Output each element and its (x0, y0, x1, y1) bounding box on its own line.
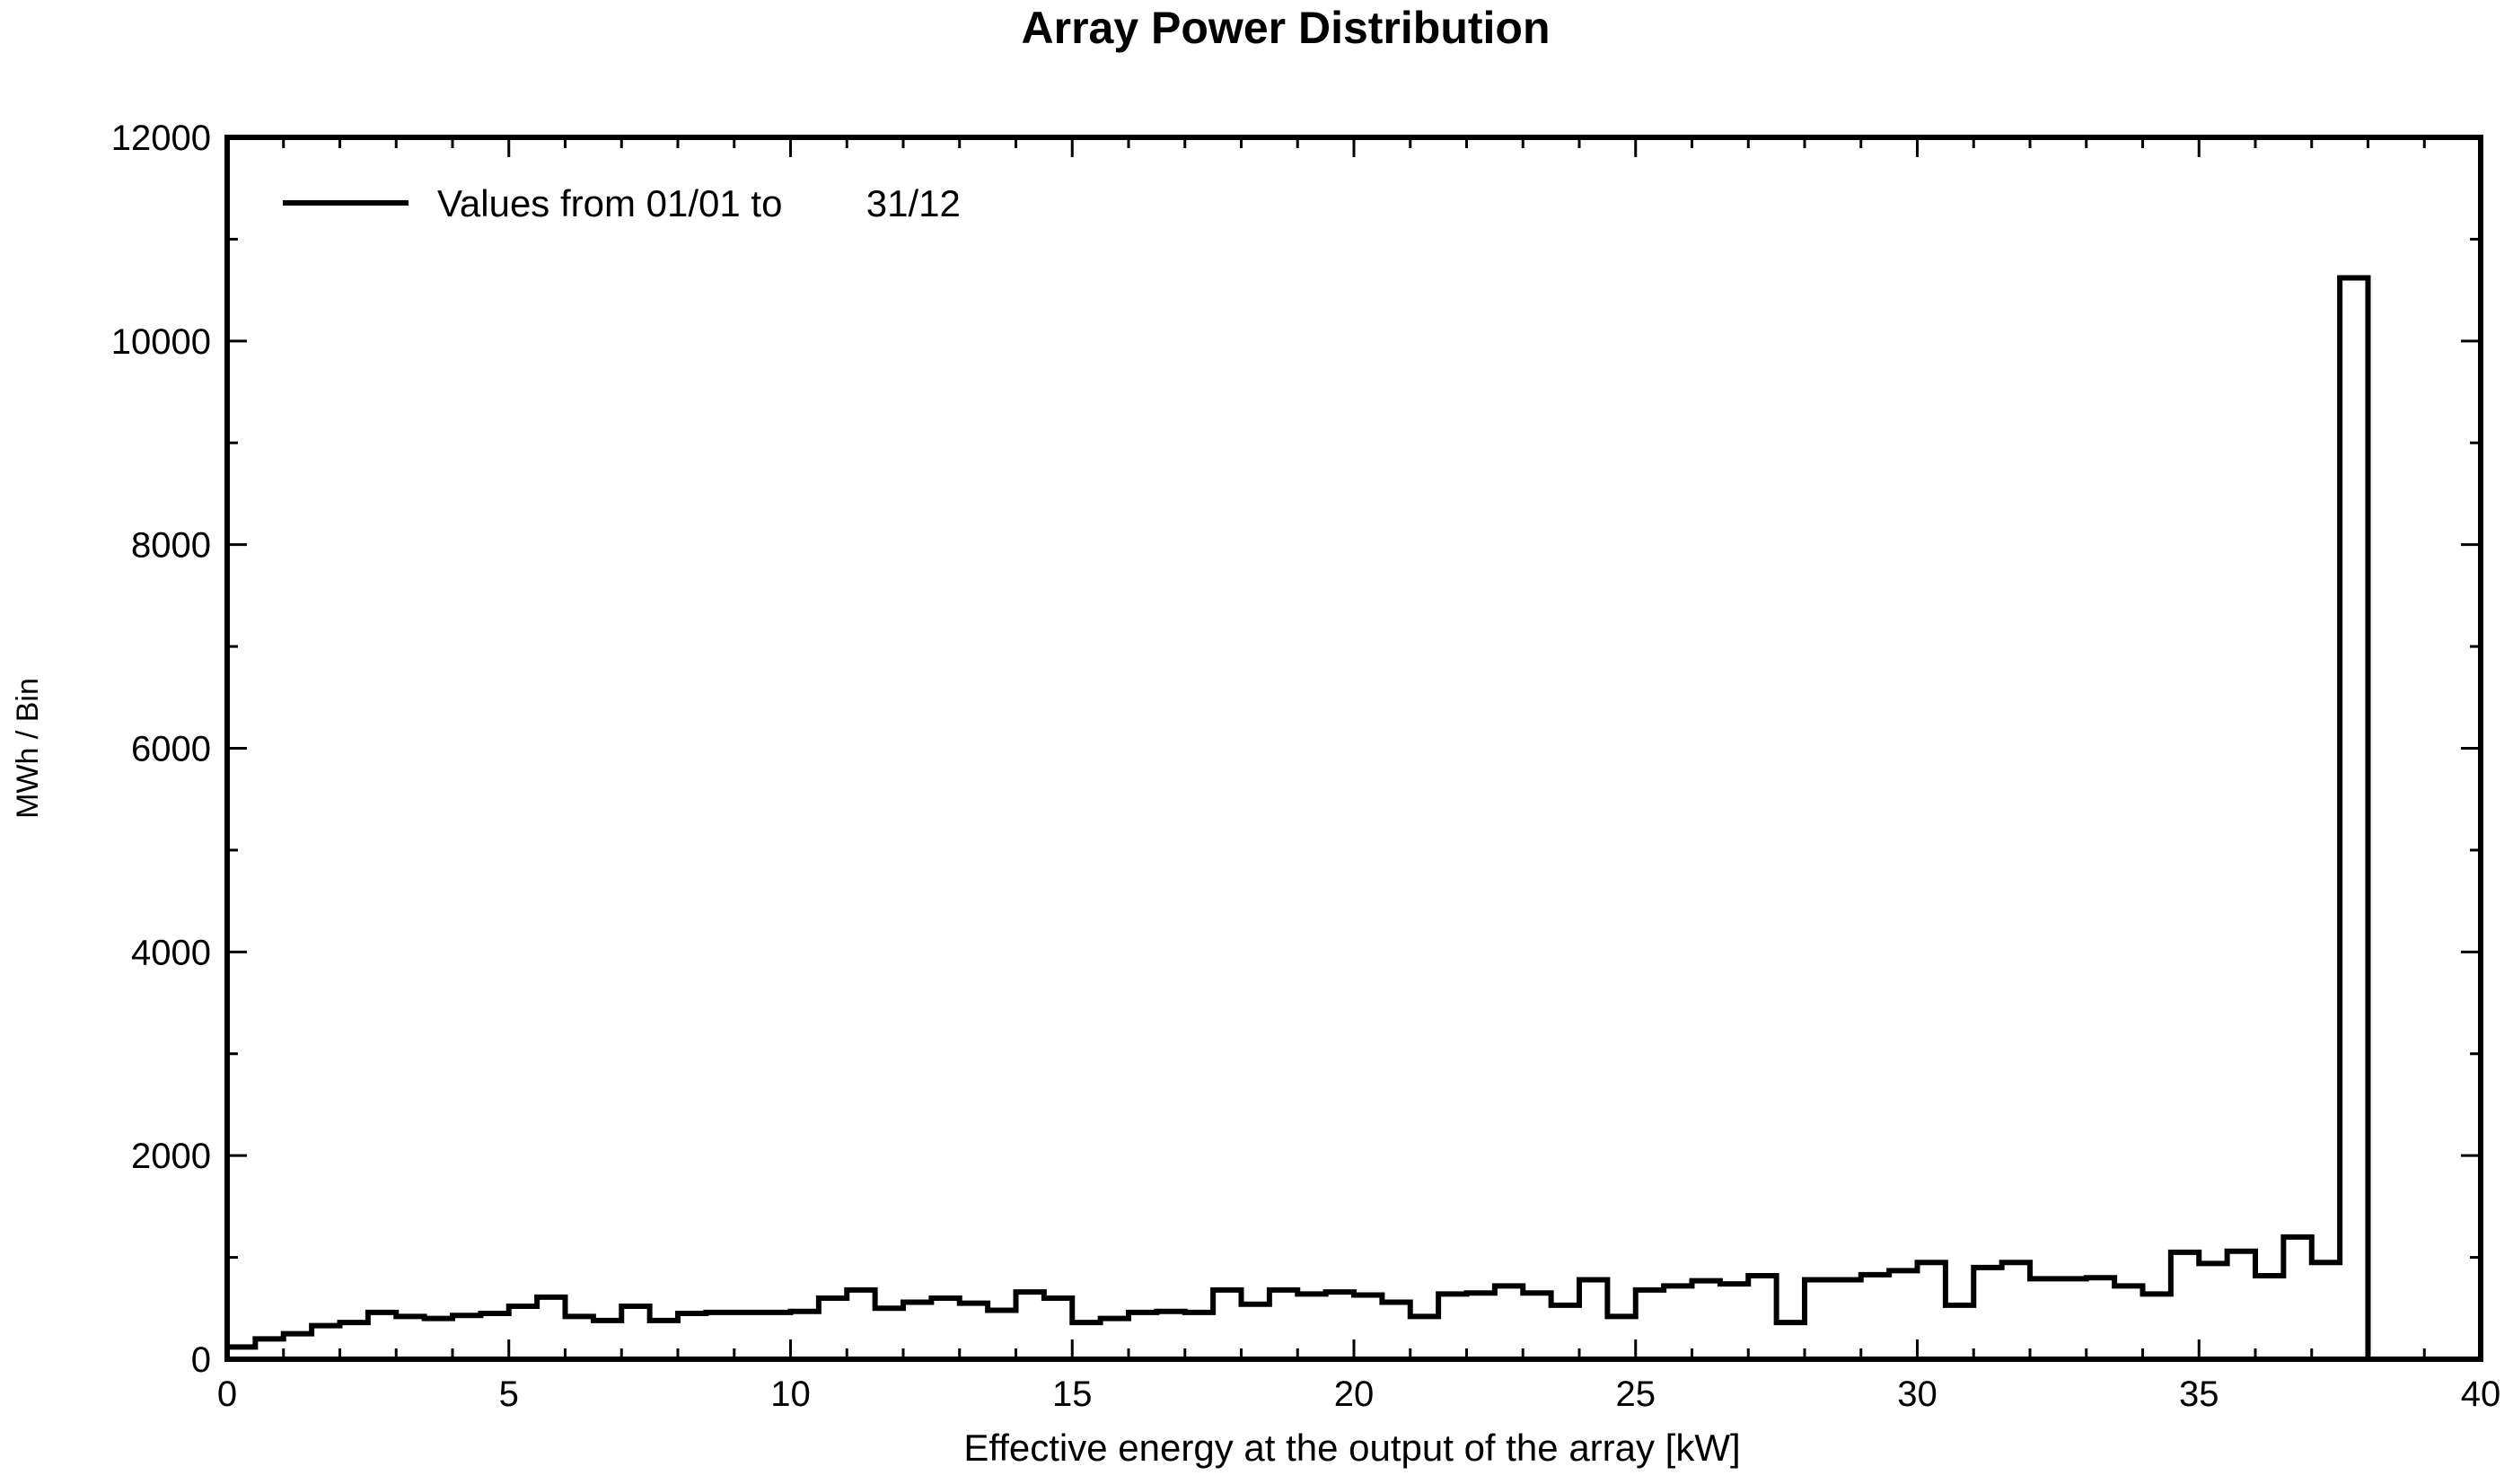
y-tick-label: 0 (191, 1340, 211, 1380)
axis-ticks (225, 136, 2482, 1361)
chart-title: Array Power Distribution (1022, 3, 1551, 53)
x-tick-label: 20 (1334, 1374, 1375, 1414)
y-tick-label: 4000 (131, 933, 211, 972)
series-line (224, 275, 2396, 1362)
y-tick-label: 8000 (131, 526, 211, 566)
x-tick-label: 10 (770, 1374, 811, 1414)
y-axis-label-group: MWh / Bin (11, 678, 45, 819)
x-tick-label: 40 (2461, 1374, 2501, 1414)
x-tick-label: 5 (499, 1374, 519, 1414)
x-tick-label: 15 (1052, 1374, 1093, 1414)
y-tick-label: 12000 (111, 119, 211, 158)
y-tick-label: 2000 (131, 1137, 211, 1176)
series-group (224, 275, 2396, 1362)
x-tick-label: 35 (2179, 1374, 2219, 1414)
plot-frame (224, 135, 2483, 1362)
x-tick-label: 25 (1616, 1374, 1656, 1414)
y-tick-label: 6000 (131, 730, 211, 769)
x-tick-label: 0 (217, 1374, 237, 1414)
legend-label: Values from 01/01 to 31/12 (437, 182, 961, 224)
y-axis-label: MWh / Bin (11, 678, 45, 819)
axis-tick-labels: 0 5 10 15 20 25 30 35 40 0 2000 4000 6000 8000 10000 12… (111, 119, 2500, 1414)
y-tick-label: 10000 (111, 322, 211, 362)
x-axis-label: Effective energy at the output of the ar… (963, 1427, 1740, 1469)
x-tick-label: 30 (1897, 1374, 1937, 1414)
legend: Values from 01/01 to 31/12 (283, 182, 961, 224)
